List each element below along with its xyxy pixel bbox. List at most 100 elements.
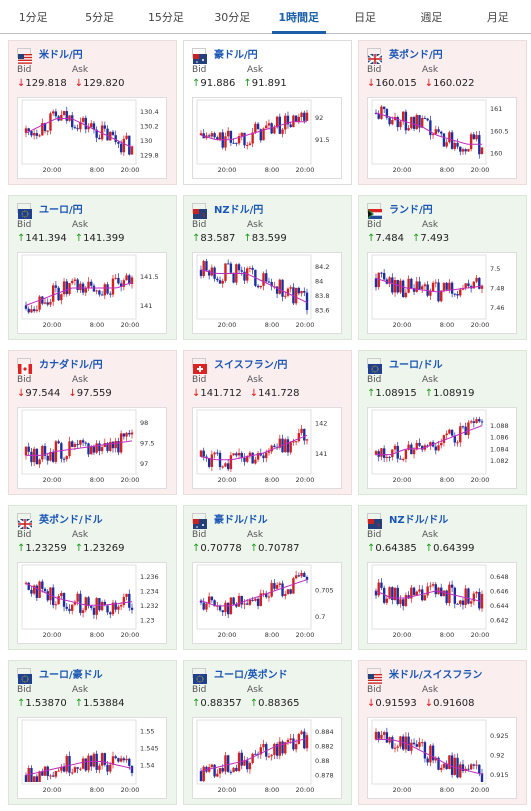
pair-name[interactable]: 米ドル/円 (39, 49, 83, 61)
pair-name[interactable]: ユーロ/円 (39, 204, 83, 216)
pair-name[interactable]: NZドル/ドル (389, 514, 449, 526)
candle-body (106, 443, 109, 451)
rate-card[interactable]: ランド/円 Bid Ask ↑7.484 ↑7.493 7.5 7.48 7.46 20:00 8… (358, 195, 527, 340)
candle-body (73, 279, 77, 281)
tab-0[interactable]: 1分足 (18, 10, 48, 24)
candle-body (286, 589, 290, 595)
mini-chart[interactable]: 0.705 0.7 20:00 8:00 20:00 (192, 562, 342, 644)
candle-body (418, 115, 421, 128)
mini-chart[interactable]: 130.4 130.2 130 129.8 20:00 8:00 20:00 (17, 97, 167, 179)
tab-2[interactable]: 15分足 (147, 10, 184, 24)
tab-7[interactable]: 月足 (486, 10, 509, 24)
candle-body (412, 288, 416, 292)
pair-name[interactable]: カナダドル/円 (39, 359, 103, 371)
mini-chart[interactable]: 1.55 1.545 1.54 20:00 8:00 20:00 (17, 717, 167, 799)
candle-body (453, 587, 457, 604)
rate-card[interactable]: ユーロ/英ポンド Bid Ask ↑0.88357 ↑0.88365 0.884 0.882… (183, 660, 352, 805)
candle-body (95, 129, 98, 138)
x-tick-label: 20:00 (218, 631, 237, 639)
tab-1[interactable]: 5分足 (85, 10, 115, 24)
ask-value: 1.53884 (83, 698, 125, 709)
candle-body (412, 116, 416, 129)
pair-name[interactable]: 豪ドル/ドル (214, 514, 268, 526)
y-tick-label: 142 (315, 420, 327, 428)
mini-chart[interactable]: 0.648 0.646 0.644 0.642 20:00 8:00 20:00 (367, 562, 517, 644)
rate-card[interactable]: ユーロ/ドル Bid Ask ↑1.08915 ↑1.08919 1.088 1.086 1.… (358, 350, 527, 495)
candle-body (377, 731, 380, 739)
tab-3[interactable]: 30分足 (214, 10, 251, 24)
mini-chart[interactable]: 98 97.5 97 20:00 8:00 20:00 (17, 407, 167, 489)
candle-body (100, 447, 104, 452)
pair-name[interactable]: スイスフラン/円 (214, 359, 288, 371)
card-header: 米ドル/円 (17, 45, 168, 64)
tab-5[interactable]: 日足 (354, 10, 377, 24)
candle-body (267, 756, 271, 758)
mini-chart[interactable]: 84.2 84 83.8 83.6 20:00 8:00 20:00 (192, 252, 342, 334)
ask-price: ↑1.08919 (425, 388, 475, 399)
rate-card[interactable]: 豪ドル/円 Bid Ask ↑91.886 ↑91.891 92 91.5 20:00 8:00… (183, 40, 352, 185)
candle-body (475, 764, 478, 766)
rate-card[interactable]: NZドル/円 Bid Ask ↑83.587 ↑83.599 84.2 84 83.8 83.6… (183, 195, 352, 340)
rate-card[interactable]: NZドル/ドル Bid Ask ↑0.64385 ↑0.64399 0.648 0.646 0… (358, 505, 527, 650)
pair-name[interactable]: 英ポンド/円 (389, 49, 443, 61)
rate-card[interactable]: ユーロ/円 Bid Ask ↑141.394 ↑141.399 141.5 141 20:00… (8, 195, 177, 340)
pair-name[interactable]: ランド/円 (389, 204, 433, 216)
arrow-down-icon: ↓ (367, 78, 376, 89)
candle-body (76, 128, 79, 130)
mini-chart[interactable]: 92 91.5 20:00 8:00 20:00 (192, 97, 342, 179)
candle-body (297, 116, 301, 122)
prices: ↑141.394 ↑141.399 (17, 233, 168, 244)
rate-card[interactable]: ユーロ/豪ドル Bid Ask ↑1.53870 ↑1.53884 1.55 1.545 1.… (8, 660, 177, 805)
bid-value: 160.015 (375, 78, 417, 89)
candle-body (429, 745, 432, 763)
rate-card[interactable]: カナダドル/円 Bid Ask ↓97.544 ↓97.559 98 97.5 97 20:00… (8, 350, 177, 495)
candle-body (469, 421, 473, 423)
candle-body (62, 281, 66, 295)
rate-card[interactable]: 英ポンド/ドル Bid Ask ↑1.23259 ↑1.23269 1.236 1.234 1… (8, 505, 177, 650)
rate-card[interactable]: スイスフラン/円 Bid Ask ↓141.712 ↓141.728 142 141 20:0… (183, 350, 352, 495)
candle-body (459, 289, 462, 296)
rate-card[interactable]: 米ドル/円 Bid Ask ↓129.818 ↓129.820 130.4 130.2 130… (8, 40, 177, 185)
mini-chart[interactable]: 0.884 0.882 0.88 0.878 20:00 8:00 20:00 (192, 717, 342, 799)
candle-body (461, 426, 465, 428)
rate-card[interactable]: 英ポンド/円 Bid Ask ↓160.015 ↓160.022 161 160.5 160 2… (358, 40, 527, 185)
pair-name[interactable]: ユーロ/ドル (389, 359, 443, 371)
x-tick-label: 20:00 (471, 786, 490, 794)
mini-chart[interactable]: 7.5 7.48 7.46 20:00 8:00 20:00 (367, 252, 517, 334)
pair-name[interactable]: ユーロ/英ポンド (214, 669, 288, 681)
mini-chart[interactable]: 1.088 1.086 1.084 1.082 20:00 8:00 20:00 (367, 407, 517, 489)
tab-6[interactable]: 週足 (420, 10, 443, 24)
pair-name[interactable]: 英ポンド/ドル (39, 514, 103, 526)
pair-name[interactable]: NZドル/円 (214, 204, 264, 216)
y-tick-label: 160.5 (490, 127, 509, 135)
arrow-down-icon: ↓ (74, 78, 84, 89)
candle-body (262, 273, 265, 286)
pair-name[interactable]: ユーロ/豪ドル (39, 669, 103, 681)
arrow-up-icon: ↑ (17, 543, 26, 554)
candle-body (24, 128, 28, 133)
candle-body (111, 602, 115, 615)
mini-chart[interactable]: 142 141 20:00 8:00 20:00 (192, 407, 342, 489)
rate-card[interactable]: 米ドル/スイスフラン Bid Ask ↓0.91593 ↓0.91608 0.925 0.9… (358, 660, 527, 805)
rate-card[interactable]: 豪ドル/ドル Bid Ask ↑0.70778 ↑0.70787 0.705 0.7 20:0… (183, 505, 352, 650)
mini-chart[interactable]: 161 160.5 160 20:00 8:00 20:00 (367, 97, 517, 179)
tab-4[interactable]: 1時間足 (266, 0, 332, 34)
bid-value: 91.886 (200, 78, 236, 89)
x-tick-label: 20:00 (121, 631, 140, 639)
y-tick-label: 0.925 (490, 732, 509, 740)
pair-name[interactable]: 豪ドル/円 (214, 49, 258, 61)
ask-label: Ask (422, 220, 439, 230)
mini-chart[interactable]: 0.925 0.92 0.915 20:00 8:00 20:00 (367, 717, 517, 799)
mini-chart[interactable]: 141.5 141 20:00 8:00 20:00 (17, 252, 167, 334)
bid-label: Bid (17, 375, 32, 385)
x-tick-label: 20:00 (43, 321, 62, 329)
candle-body (210, 764, 214, 768)
candle-body (448, 755, 451, 770)
x-tick-label: 8:00 (440, 786, 455, 794)
candle-body (248, 267, 252, 269)
pair-name[interactable]: 米ドル/スイスフラン (389, 669, 483, 681)
mini-chart[interactable]: 1.236 1.234 1.232 1.23 20:00 8:00 20:00 (17, 562, 167, 644)
y-tick-label: 160 (490, 150, 502, 158)
moving-average-line (376, 739, 483, 775)
candle-body (469, 764, 473, 770)
